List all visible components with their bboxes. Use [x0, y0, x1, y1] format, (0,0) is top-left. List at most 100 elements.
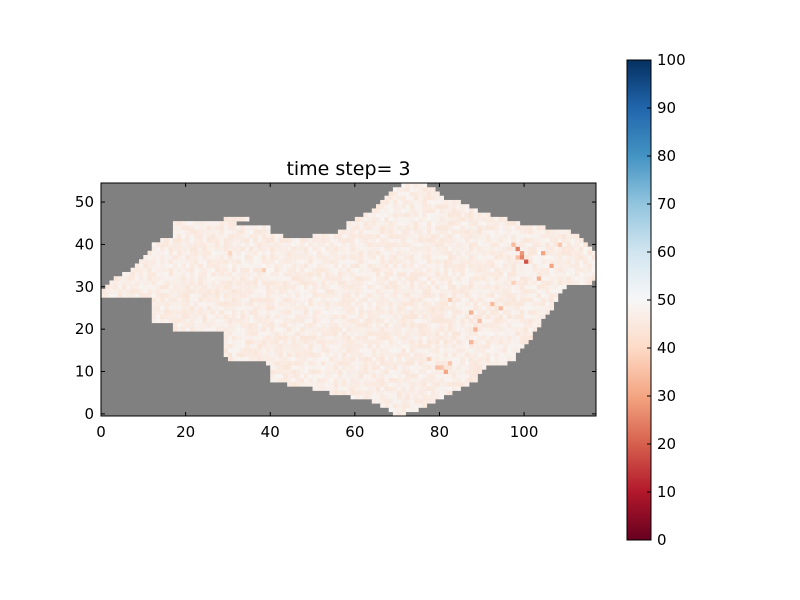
heatmap-cell [464, 369, 470, 374]
heatmap-cell [388, 322, 394, 328]
heatmap-cell [591, 250, 597, 256]
heatmap-cell [431, 382, 436, 387]
heatmap-cell [198, 267, 203, 273]
heatmap-cell [232, 259, 237, 264]
heatmap-cell [371, 310, 377, 315]
heatmap-cell [481, 352, 487, 357]
heatmap-cell [168, 305, 174, 311]
heatmap-cell [502, 284, 508, 290]
heatmap-cell [139, 259, 144, 264]
heatmap-cell [346, 352, 351, 357]
heatmap-cell [452, 352, 457, 357]
heatmap-cell [397, 284, 402, 290]
heatmap-cell [422, 284, 428, 290]
heatmap-cell [439, 212, 444, 218]
heatmap-cell [502, 255, 508, 260]
heatmap-cell [388, 284, 394, 290]
heatmap-cell [240, 246, 246, 252]
heatmap-cell [202, 259, 208, 264]
heatmap-cell [189, 310, 195, 315]
heatmap-cell [460, 343, 466, 349]
heatmap-cell [494, 276, 499, 281]
heatmap-cell [363, 288, 368, 294]
heatmap-cell [202, 267, 208, 273]
heatmap-cell [274, 310, 279, 315]
heatmap-cell [291, 267, 296, 273]
heatmap-cell [401, 263, 406, 269]
heatmap-cell [342, 305, 347, 311]
heatmap-cell [359, 314, 364, 319]
heatmap-cell [422, 369, 428, 374]
heatmap-cell [282, 327, 288, 332]
heatmap-cell [574, 276, 580, 281]
heatmap-cell [177, 238, 182, 243]
heatmap-cell [405, 191, 411, 197]
heatmap-cell [528, 327, 533, 332]
heatmap-cell [253, 255, 258, 260]
heatmap-cell [515, 322, 521, 328]
heatmap-cell [405, 314, 411, 319]
heatmap-cell [456, 255, 461, 260]
heatmap-cell [380, 318, 385, 324]
heatmap-cell [549, 255, 554, 260]
heatmap-cell [380, 204, 385, 209]
heatmap-cell [316, 310, 322, 315]
heatmap-cell [519, 343, 525, 349]
heatmap-cell [211, 310, 216, 315]
heatmap-cell [346, 271, 351, 277]
heatmap-cell [249, 343, 254, 349]
heatmap-cell [532, 255, 538, 260]
heatmap-cell [194, 242, 199, 247]
heatmap-cell [109, 293, 114, 298]
heatmap-cell [447, 225, 453, 230]
heatmap-cell [215, 233, 220, 239]
heatmap-cell [376, 225, 381, 230]
plot-frame [100, 182, 597, 417]
heatmap-cell [515, 339, 521, 345]
heatmap-cell [304, 377, 309, 383]
heatmap-cell [312, 255, 318, 260]
heatmap-cell [507, 305, 512, 311]
heatmap-cell [549, 233, 554, 239]
heatmap-cell [384, 242, 389, 247]
heatmap-cell [304, 255, 309, 260]
heatmap-cell [227, 352, 233, 357]
heatmap-cell [447, 204, 453, 209]
heatmap-cell [397, 403, 402, 408]
heatmap-cell [198, 327, 203, 332]
heatmap-cell [477, 284, 483, 290]
heatmap-cell [287, 280, 292, 285]
heatmap-cell [486, 339, 491, 345]
heatmap-cell [350, 276, 356, 281]
heatmap-cell [511, 271, 516, 277]
heatmap-cell [532, 297, 538, 302]
heatmap-cell [384, 314, 389, 319]
heatmap-cell [422, 233, 428, 239]
heatmap-cell [240, 327, 246, 332]
heatmap-cell [274, 356, 279, 362]
heatmap-cell [249, 288, 254, 294]
heatmap-cell [329, 386, 334, 391]
heatmap-cell [122, 284, 127, 290]
heatmap-cell [447, 390, 453, 396]
heatmap-cell [117, 276, 123, 281]
heatmap-cell [316, 271, 322, 277]
heatmap-cell [160, 242, 165, 247]
heatmap-cell [359, 263, 364, 269]
heatmap-cell [219, 263, 224, 269]
heatmap-cell [469, 339, 474, 345]
heatmap-cell [392, 352, 398, 357]
heatmap-cell [460, 246, 466, 252]
heatmap-cell [502, 322, 508, 328]
heatmap-cell [541, 301, 546, 307]
heatmap-cell [486, 225, 491, 230]
heatmap-cell [431, 216, 436, 222]
heatmap-cell [122, 293, 127, 298]
heatmap-cell [240, 255, 246, 260]
heatmap-cell [579, 276, 584, 281]
heatmap-cell [524, 339, 529, 345]
heatmap-cell [435, 331, 440, 336]
heatmap-cell [325, 365, 330, 370]
heatmap-cell [397, 276, 402, 281]
heatmap-cell [426, 373, 432, 379]
